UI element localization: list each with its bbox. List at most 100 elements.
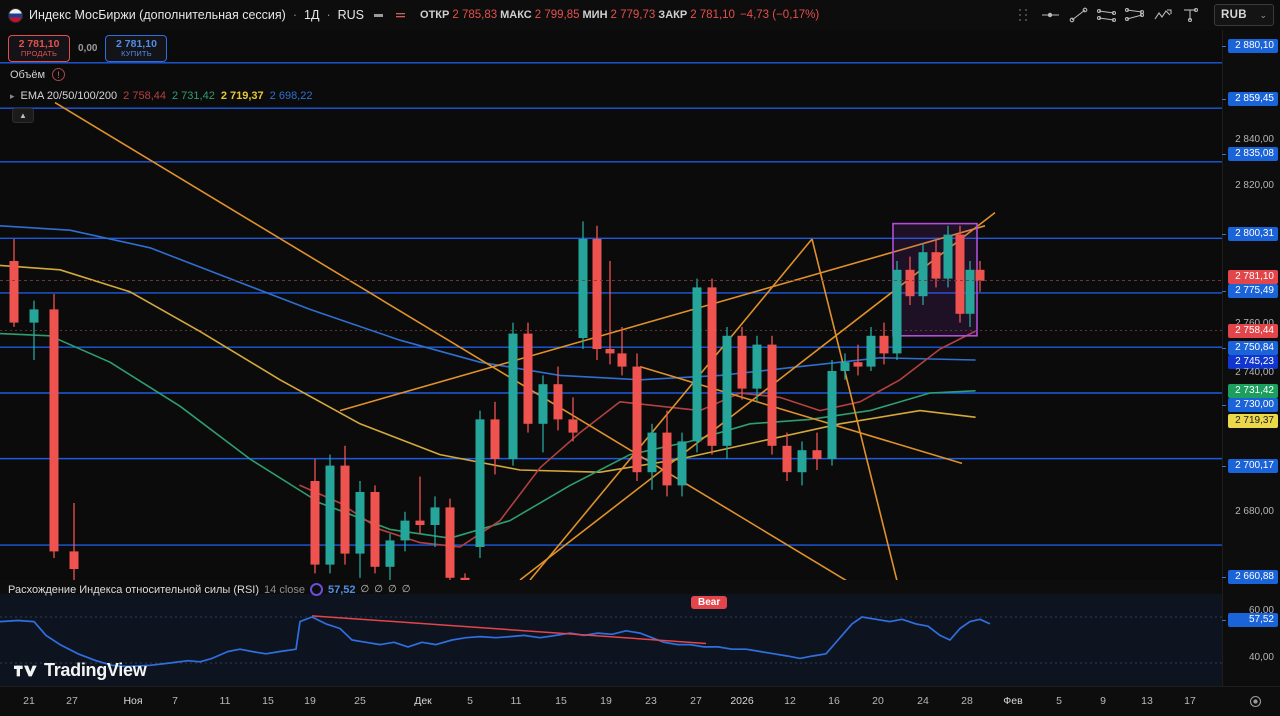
indicator-menu-icon[interactable] (392, 7, 408, 23)
time-label: 17 (1184, 695, 1196, 707)
time-label: 23 (645, 695, 657, 707)
pane-separator[interactable] (0, 580, 1222, 594)
time-label: 2026 (730, 695, 754, 707)
price-label: 2 660,88 (1228, 570, 1278, 584)
price-tick (1222, 234, 1226, 235)
trend-line-tool-icon[interactable] (1066, 3, 1092, 27)
separator-1: · (292, 8, 298, 22)
ema100-value: 2 719,37 (220, 90, 264, 102)
warning-icon[interactable]: ! (52, 68, 66, 81)
sell-button[interactable]: 2 781,10 ПРОДАТЬ (8, 35, 70, 62)
price-tick (1222, 577, 1226, 578)
price-label: 2 740,00 (1235, 367, 1274, 378)
price-label: 40,00 (1248, 652, 1274, 663)
drag-handle-icon[interactable] (1010, 3, 1036, 27)
price-label: 2 745,23 (1228, 355, 1278, 369)
ohlc-readout: ОТКР 2 785,83 МАКС 2 799,85 МИН 2 779,73… (420, 9, 819, 21)
price-label: 60,00 (1248, 605, 1274, 616)
russia-flag-icon (8, 7, 23, 23)
currency-selector[interactable]: RUB ⌄ (1214, 4, 1274, 26)
candlestick-chart (0, 62, 1222, 580)
buy-button[interactable]: 2 781,10 КУПИТЬ (105, 35, 168, 62)
time-axis[interactable]: 21 27 Ноя 7 11 15 19 25 Дек 5 11 15 19 23 27 2026 12 16 20… (0, 686, 1280, 716)
price-label: 2 775,49 (1228, 284, 1278, 298)
price-label: 2 680,00 (1235, 506, 1274, 517)
rsi-chart (0, 615, 1222, 668)
price-axis[interactable]: 2 880,10 2 859,45 2 840,00 2 835,08 2 820,00… (1222, 30, 1280, 686)
price-tick (1222, 405, 1226, 406)
candle-style-icon[interactable] (370, 7, 386, 23)
time-label: Ноя (123, 695, 143, 707)
chevron-up-icon[interactable]: ▲ (12, 108, 34, 123)
time-label: 5 (1056, 695, 1062, 707)
price-label: 2 800,31 (1228, 227, 1278, 241)
timeframe-label[interactable]: 1Д (304, 8, 320, 22)
price-label: 2 719,37 (1228, 414, 1278, 428)
time-label: 11 (219, 695, 231, 707)
price-label: 2 731,42 (1228, 384, 1278, 398)
pitchfork-tool-icon[interactable] (1122, 3, 1148, 27)
change-value: −4,73 (−0,17%) (739, 9, 820, 21)
price-label: 2 820,00 (1235, 180, 1274, 191)
measure-tool-icon[interactable] (1178, 3, 1204, 27)
bear-divergence-label[interactable]: Bear (691, 596, 728, 609)
time-label: 21 (23, 695, 35, 707)
tradingview-logo-icon (14, 665, 37, 676)
loading-circle-icon (310, 583, 324, 596)
chart-toolbar: RUB ⌄ (1010, 0, 1274, 30)
time-label: 19 (600, 695, 612, 707)
exchange-label[interactable]: RUS (337, 8, 365, 22)
buy-price: 2 781,10 (116, 38, 157, 51)
high-value: 2 799,85 (534, 9, 580, 21)
separator-2: · (326, 8, 331, 22)
time-label: 15 (262, 695, 274, 707)
time-label: 7 (172, 695, 178, 707)
tradingview-logo: TradingView (14, 660, 147, 681)
rsi-pane[interactable] (0, 594, 1222, 686)
chart-header: Индекс МосБиржи (дополнительная сессия) … (0, 0, 1280, 30)
rsi-title: Расхождение Индекса относительной силы (… (8, 583, 260, 596)
price-tick (1222, 620, 1226, 621)
low-label: МИН (582, 9, 608, 21)
time-label: 12 (784, 695, 796, 707)
time-label: 15 (555, 695, 567, 707)
price-label: 2 840,00 (1235, 134, 1274, 145)
time-label: Дек (414, 695, 432, 707)
horizontal-line-tool-icon[interactable] (1038, 3, 1064, 27)
currency-value: RUB (1221, 9, 1247, 21)
low-value: 2 779,73 (610, 9, 656, 21)
rsi-params: 14 close (264, 583, 306, 596)
ema20-value: 2 758,44 (123, 90, 166, 102)
close-value: 2 781,10 (690, 9, 735, 21)
chart-settings-icon[interactable] (1249, 695, 1262, 711)
time-label: 19 (304, 695, 316, 707)
price-tick (1222, 154, 1226, 155)
rsi-na-1: ∅ (360, 584, 370, 595)
time-label: 25 (354, 695, 366, 707)
price-label: 2 730,00 (1228, 398, 1278, 412)
main-chart-pane[interactable] (0, 30, 1222, 580)
symbol-title[interactable]: Индекс МосБиржи (дополнительная сессия) (29, 8, 286, 22)
price-tick (1222, 291, 1226, 292)
time-label: 16 (828, 695, 840, 707)
ema50-value: 2 731,42 (172, 90, 215, 102)
price-label: 2 750,84 (1228, 341, 1278, 355)
time-label: 11 (510, 695, 522, 707)
high-label: МАКС (500, 9, 532, 21)
rsi-value: 57,52 (328, 583, 356, 596)
sell-price: 2 781,10 (18, 38, 60, 51)
ema-legend[interactable]: ▸ EMA 20/50/100/200 2 758,44 2 731,42 2 … (10, 90, 312, 102)
price-tick (1222, 466, 1226, 467)
price-label: 2 758,44 (1228, 324, 1278, 338)
parallel-channel-tool-icon[interactable] (1094, 3, 1120, 27)
rsi-na-3: ∅ (387, 584, 397, 595)
rsi-legend[interactable]: Расхождение Индекса относительной силы (… (8, 583, 410, 596)
visibility-icon[interactable]: ▸ (10, 90, 15, 101)
open-label: ОТКР (420, 9, 450, 21)
volume-legend[interactable]: Объём ! (10, 68, 66, 81)
zigzag-tool-icon[interactable] (1150, 3, 1176, 27)
buy-label: КУПИТЬ (121, 49, 152, 59)
price-label: 2 835,08 (1228, 147, 1278, 161)
price-label: 2 760,00 (1228, 317, 1278, 331)
volume-label: Объём (10, 68, 46, 81)
